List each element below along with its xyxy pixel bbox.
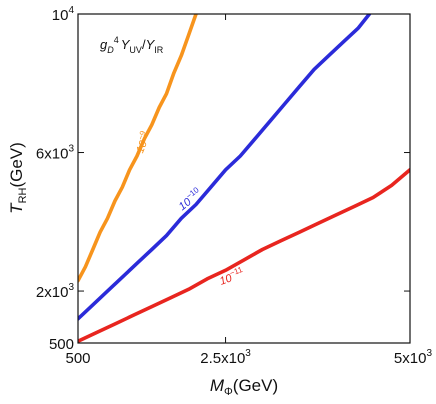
series-label-3: 10−11 (217, 265, 246, 288)
y-tick-label-3: 6x103 (36, 144, 75, 163)
y-tick-label-4: 104 (52, 5, 75, 24)
x-tick-label-2: 2.5x103 (200, 348, 251, 367)
x-tick-label-3: 5x103 (394, 348, 433, 367)
y-tick-label-1: 500 (49, 336, 74, 353)
x-axis-label: MΦ(GeV) (210, 376, 278, 398)
x-tick-label-1: 500 (65, 350, 90, 367)
plot-frame (77, 13, 411, 344)
series-line-1 (78, 14, 198, 283)
curves-layer (78, 14, 410, 343)
series-line-2 (78, 14, 372, 321)
y-axis-label: TRH(GeV) (7, 142, 29, 214)
series-line-3 (78, 168, 410, 343)
plot-annotation: gD4 YUV/YIR (100, 35, 164, 55)
y-ticks: 500 2x103 6x103 104 (36, 5, 410, 353)
series-label-1: 10−9 (131, 129, 153, 155)
y-tick-label-2: 2x103 (36, 282, 75, 301)
x-ticks: 500 2.5x103 5x103 (65, 14, 432, 367)
